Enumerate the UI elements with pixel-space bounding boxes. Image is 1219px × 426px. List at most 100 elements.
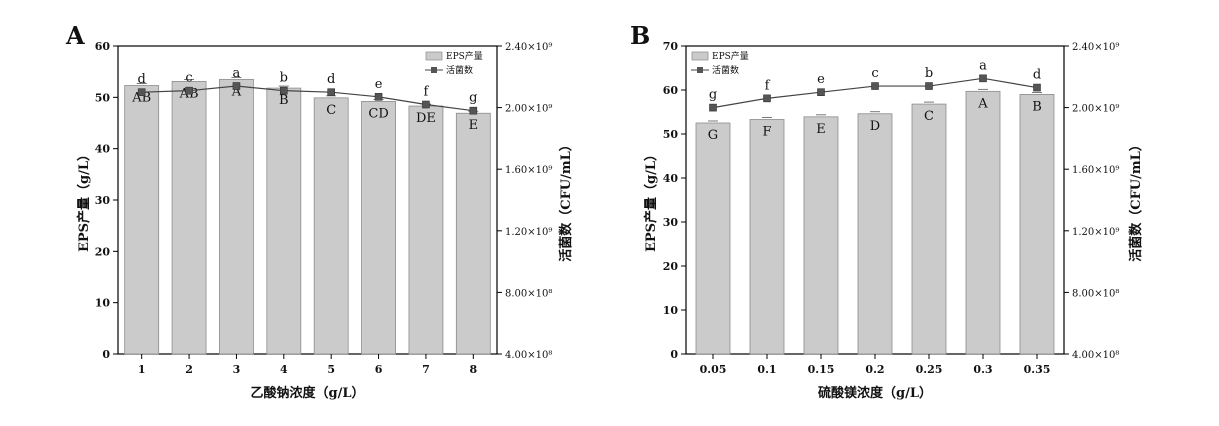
- line-significance-label: e: [817, 72, 825, 87]
- bar-significance-label: AB: [131, 91, 151, 106]
- legend-line-marker: [697, 67, 703, 73]
- bar: [1019, 94, 1055, 355]
- y2-tick-label: 8.00×10⁸: [1072, 288, 1119, 299]
- bar: [857, 113, 893, 355]
- y-axis-title: EPS产量（g/L）: [76, 148, 92, 252]
- line-series: [141, 85, 474, 112]
- y-tick-label: 0: [102, 348, 110, 361]
- bar-significance-label: B: [279, 93, 289, 108]
- legend-bar-label: EPS产量: [446, 50, 483, 62]
- line-point: [925, 82, 933, 90]
- line-point: [280, 86, 288, 95]
- line-significance-label: b: [280, 71, 288, 86]
- line-significance-label: a: [233, 66, 241, 81]
- x-axis-title: 硫酸镁浓度（g/L）: [818, 385, 932, 401]
- y-tick-label: 60: [663, 84, 679, 97]
- bar: [455, 112, 491, 355]
- bar-significance-label: E: [816, 122, 826, 137]
- x-tick-label: 3: [233, 363, 241, 376]
- x-tick-label: 6: [375, 363, 383, 376]
- bar-significance-label: C: [326, 103, 336, 118]
- y-tick-label: 20: [95, 245, 111, 258]
- bar-significance-label: D: [870, 119, 880, 134]
- line-point: [422, 100, 430, 109]
- bar: [911, 103, 947, 355]
- line-significance-label: d: [138, 72, 146, 87]
- y-tick-label: 50: [663, 128, 679, 141]
- x-tick-label: 8: [469, 363, 477, 376]
- x-tick-label: 1: [138, 363, 146, 376]
- y2-tick-label: 2.40×10⁹: [1072, 42, 1119, 53]
- line-significance-label: f: [765, 78, 771, 93]
- bar-significance-label: G: [708, 128, 718, 143]
- bar: [171, 81, 207, 355]
- y2-tick-label: 1.20×10⁹: [1072, 227, 1119, 238]
- y-axis-title: EPS产量（g/L）: [643, 148, 659, 252]
- legend-line-marker: [431, 67, 437, 73]
- y-tick-label: 40: [95, 143, 111, 156]
- y-tick-label: 10: [95, 297, 111, 310]
- y2-tick-label: 2.00×10⁹: [1072, 104, 1119, 115]
- bar: [749, 119, 785, 355]
- x-tick-label: 5: [327, 363, 335, 376]
- line-significance-label: f: [424, 85, 430, 100]
- line-point: [979, 74, 987, 83]
- line-point: [1033, 83, 1041, 92]
- line-point: [763, 94, 771, 103]
- line-significance-label: b: [925, 66, 933, 81]
- y2-axis-title: 活菌数（CFU/mL）: [1128, 138, 1144, 262]
- line-point: [374, 93, 383, 101]
- bar-significance-label: CD: [368, 106, 388, 121]
- bar-significance-label: C: [924, 109, 934, 124]
- bar-significance-label: E: [469, 118, 479, 133]
- y-tick-label: 60: [95, 40, 111, 53]
- bar: [803, 116, 839, 355]
- line-point: [469, 106, 478, 115]
- x-tick-label: 0.2: [865, 363, 884, 376]
- legend-line-label: 活菌数: [712, 64, 739, 76]
- bar: [408, 105, 444, 355]
- y2-tick-label: 8.00×10⁸: [505, 288, 552, 299]
- y2-tick-label: 1.60×10⁹: [1072, 165, 1119, 176]
- y-tick-label: 30: [663, 216, 679, 229]
- y-tick-label: 20: [663, 260, 679, 273]
- line-significance-label: c: [871, 66, 878, 81]
- bar: [695, 122, 731, 355]
- x-tick-label: 4: [280, 363, 288, 376]
- x-axis-title: 乙酸钠浓度（g/L）: [251, 385, 365, 401]
- y-tick-label: 30: [95, 194, 111, 207]
- bar-significance-label: DE: [416, 111, 436, 126]
- y2-tick-label: 4.00×10⁸: [1072, 350, 1119, 361]
- line-point: [137, 88, 146, 96]
- bar-significance-label: B: [1032, 99, 1042, 114]
- line-point: [232, 82, 241, 90]
- y2-tick-label: 4.00×10⁸: [505, 350, 552, 361]
- x-tick-label: 2: [185, 363, 193, 376]
- legend-line-label: 活菌数: [446, 64, 473, 76]
- x-tick-label: 0.3: [973, 363, 992, 376]
- chart-panel-a: A 0 10 20 30 40 50 60 4.00×10⁸ 8.00×10⁸ 1.20×10⁹ 1.…: [65, 21, 574, 401]
- line-significance-label: a: [979, 58, 987, 73]
- x-tick-label: 0.25: [916, 363, 943, 376]
- panel-label: A: [65, 21, 85, 50]
- y-tick-label: 70: [663, 40, 679, 53]
- legend-bar-swatch: [691, 51, 709, 61]
- legend-bar-label: EPS产量: [712, 50, 749, 62]
- y2-tick-label: 1.20×10⁹: [505, 227, 552, 238]
- line-significance-label: e: [375, 77, 383, 92]
- bar-significance-label: A: [231, 84, 242, 99]
- bar: [361, 101, 396, 355]
- y-tick-label: 40: [663, 172, 679, 185]
- bar-significance-label: A: [977, 96, 988, 111]
- chart-panel-b: B 0 10 20 30 40 50 60 70 4.00×10⁸ 8.00×10⁸ 1.20×10⁹…: [630, 21, 1144, 401]
- y-tick-label: 50: [95, 91, 111, 104]
- line-significance-label: d: [327, 72, 335, 87]
- panel-label: B: [630, 21, 650, 50]
- y2-tick-label: 2.00×10⁹: [505, 104, 552, 115]
- line-significance-label: c: [185, 71, 192, 86]
- y2-tick-label: 1.60×10⁹: [505, 165, 552, 176]
